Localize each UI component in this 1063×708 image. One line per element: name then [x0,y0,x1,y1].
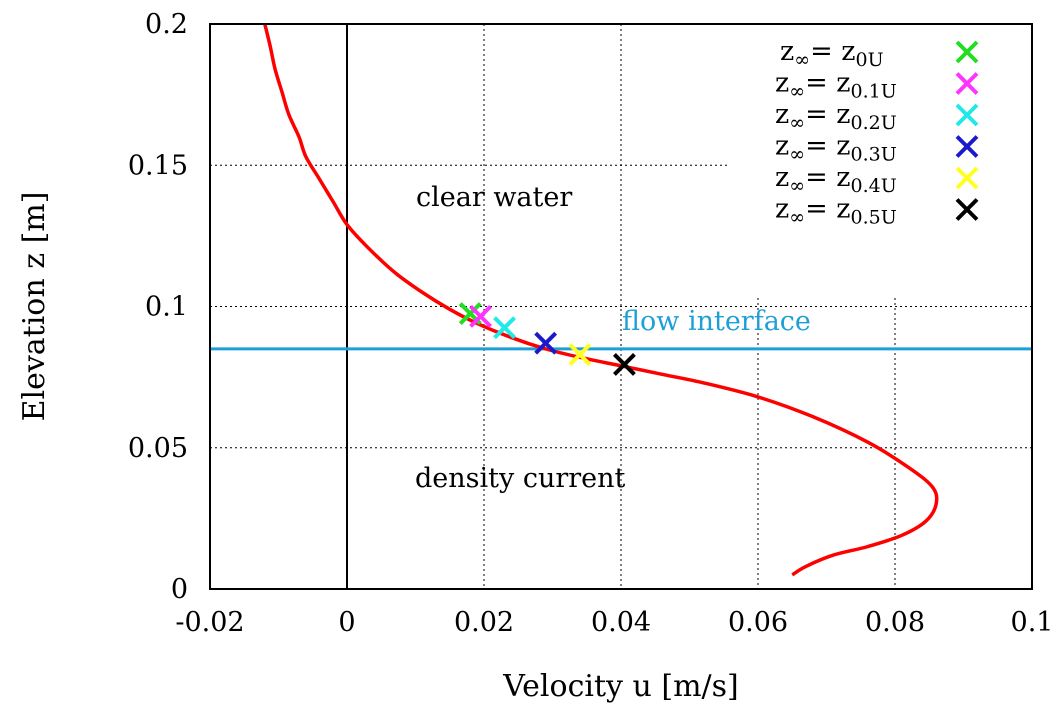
tick-labels: -0.02 0 0.02 0.04 0.06 0.08 0.100.050.10.150.2 [128,9,1054,638]
x-tick-label: 0 [338,607,355,638]
profile-curve-group [263,23,939,577]
y-tick-label: 0.2 [145,9,188,40]
legend-marker-0 [955,40,979,64]
cross-stroke [469,304,492,328]
data-marker-5 [613,352,636,376]
cross-stroke [568,343,592,366]
x-tick-label: 0.02 [454,607,514,638]
cross-stroke [534,331,558,355]
legend-marker-3 [955,135,979,158]
x-tick-label: -0.02 [175,607,244,638]
legend-marker-1 [955,72,979,95]
data-marker-1 [469,304,492,328]
y-tick-label: 0 [171,574,188,605]
x-tick-label: 0.08 [865,607,925,638]
data-marker-2 [493,316,516,340]
cross-stroke [955,135,979,158]
legend-label-2: z∞= z0.2U [775,99,897,134]
grid-lines [210,24,1032,589]
legend-label-3: z∞= z0.3U [775,131,897,166]
data-marker-3 [534,331,558,355]
annotation-0: clear water [416,182,572,213]
legend-marker-5 [955,198,979,221]
legend-label-1: z∞= z0.1U [775,68,897,103]
x-tick-label: 0.06 [728,607,788,638]
cross-stroke [493,316,516,340]
annotation-2: density current [415,463,626,494]
cross-stroke [613,352,636,376]
x-tick-label: 0.04 [591,607,651,638]
legend-label-5: z∞= z0.5U [775,194,897,229]
x-tick-label: 0.1 [1011,607,1054,638]
markers-group [458,302,636,376]
annotations: clear water flow interface density current [415,182,811,494]
x-axis-label: Velocity u [m/s] [502,669,738,704]
cross-stroke [955,198,979,221]
cross-stroke [955,40,979,64]
cross-stroke [458,302,482,325]
profile-curve [263,23,939,577]
y-tick-label: 0.05 [128,433,188,464]
legend-marker-4 [955,166,979,190]
y-axis-label: Elevation z [m] [17,192,52,422]
legend-label-0: z∞= z0U [780,36,884,71]
cross-stroke [955,72,979,95]
annotation-1: flow interface [622,306,811,337]
plot-frame [209,23,1033,590]
cross-stroke [955,166,979,190]
y-tick-label: 0.15 [128,150,188,181]
y-tick-label: 0.1 [145,292,188,323]
legend-marker-2 [955,103,979,127]
legend-label-4: z∞= z0.4U [775,162,897,197]
data-marker-4 [568,343,592,366]
cross-stroke [955,103,979,127]
